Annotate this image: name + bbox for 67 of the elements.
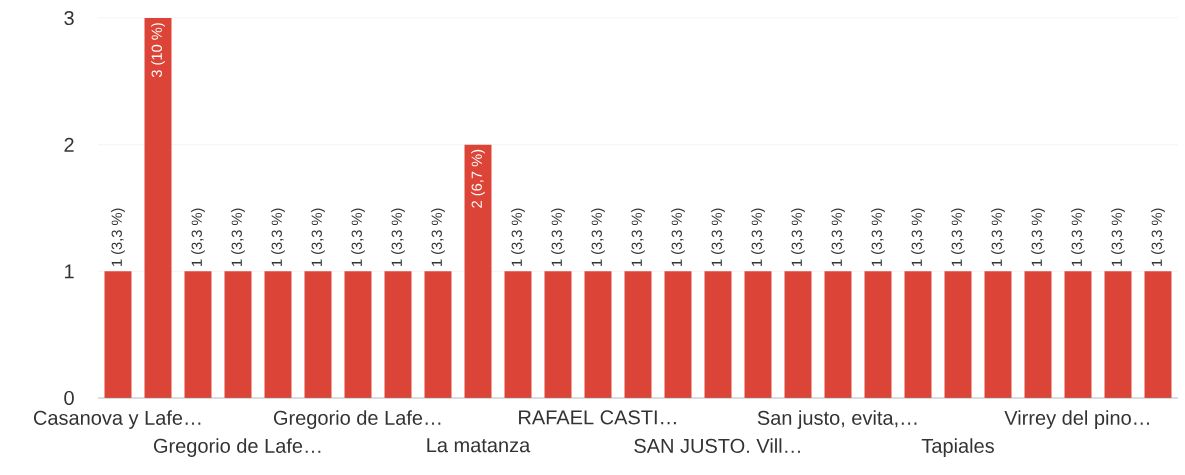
data-label: 1 (3,3 %)	[951, 208, 965, 266]
data-label: 1 (3,3 %)	[911, 208, 925, 266]
bar	[224, 271, 252, 398]
data-label: 1 (3,3 %)	[791, 208, 805, 266]
bar	[584, 271, 612, 398]
data-label: 1 (3,3 %)	[351, 208, 365, 266]
x-tick-label: RAFAEL CASTI…	[519, 410, 676, 425]
data-label: 1 (3,3 %)	[551, 208, 565, 266]
bar	[464, 144, 492, 398]
data-label: 1 (3,3 %)	[1031, 208, 1045, 266]
x-tick-label: SAN JUSTO. Vill…	[634, 438, 800, 453]
bar	[944, 271, 972, 398]
bar	[544, 271, 572, 398]
bar	[424, 271, 452, 398]
data-label: 1 (3,3 %)	[1151, 208, 1165, 266]
bar	[984, 271, 1012, 398]
data-label: 1 (3,3 %)	[711, 208, 725, 266]
data-label: 1 (3,3 %)	[631, 208, 645, 266]
bar	[784, 271, 812, 398]
y-tick-label: 2	[64, 137, 74, 152]
bar	[384, 271, 412, 398]
data-label: 1 (3,3 %)	[1071, 208, 1085, 266]
bar	[1064, 271, 1092, 398]
x-tick-label: Virrey del pino…	[1004, 410, 1149, 429]
bar	[304, 271, 332, 398]
bar	[144, 17, 172, 398]
x-tick-label: Gregorio de Lafe…	[153, 438, 321, 457]
x-tick-label: Tapiales	[921, 438, 994, 457]
data-label: 1 (3,3 %)	[991, 208, 1005, 266]
y-tick-label: 1	[65, 264, 74, 279]
data-label: 2 (6,7 %)	[471, 149, 485, 208]
bar	[904, 271, 932, 398]
data-label: 1 (3,3 %)	[671, 208, 685, 266]
x-tick-label: Gregorio de Lafe…	[273, 410, 441, 429]
data-label: 3 (10 %)	[151, 23, 165, 78]
y-tick-label: 0	[64, 390, 74, 406]
bar	[664, 271, 692, 398]
y-tick-label: 3	[64, 10, 74, 26]
data-label: 1 (3,3 %)	[511, 208, 525, 266]
data-label: 1 (3,3 %)	[751, 208, 765, 266]
bar	[624, 271, 652, 398]
data-label: 1 (3,3 %)	[1111, 208, 1125, 266]
bar	[744, 271, 772, 398]
bar	[1104, 271, 1132, 398]
x-tick-label: La matanza	[427, 438, 531, 453]
data-label: 1 (3,3 %)	[391, 208, 405, 266]
data-label: 1 (3,3 %)	[191, 208, 205, 266]
data-label: 1 (3,3 %)	[831, 208, 845, 266]
bar	[824, 271, 852, 398]
bar	[864, 271, 892, 398]
x-tick-label: Casanova y Lafe…	[33, 410, 201, 429]
bar	[344, 271, 372, 398]
data-label: 1 (3,3 %)	[111, 208, 125, 266]
data-label: 1 (3,3 %)	[871, 208, 885, 266]
bar	[504, 271, 532, 398]
bar	[704, 271, 732, 398]
bar	[1024, 271, 1052, 398]
bar	[104, 271, 132, 398]
data-label: 1 (3,3 %)	[431, 208, 445, 266]
data-label: 1 (3,3 %)	[591, 208, 605, 266]
x-tick-label: San justo, evita,…	[757, 410, 917, 429]
bar	[1144, 271, 1172, 398]
bar	[184, 271, 212, 398]
data-label: 1 (3,3 %)	[231, 208, 245, 266]
bar	[264, 271, 292, 398]
data-label: 1 (3,3 %)	[271, 208, 285, 266]
data-label: 1 (3,3 %)	[311, 208, 325, 266]
